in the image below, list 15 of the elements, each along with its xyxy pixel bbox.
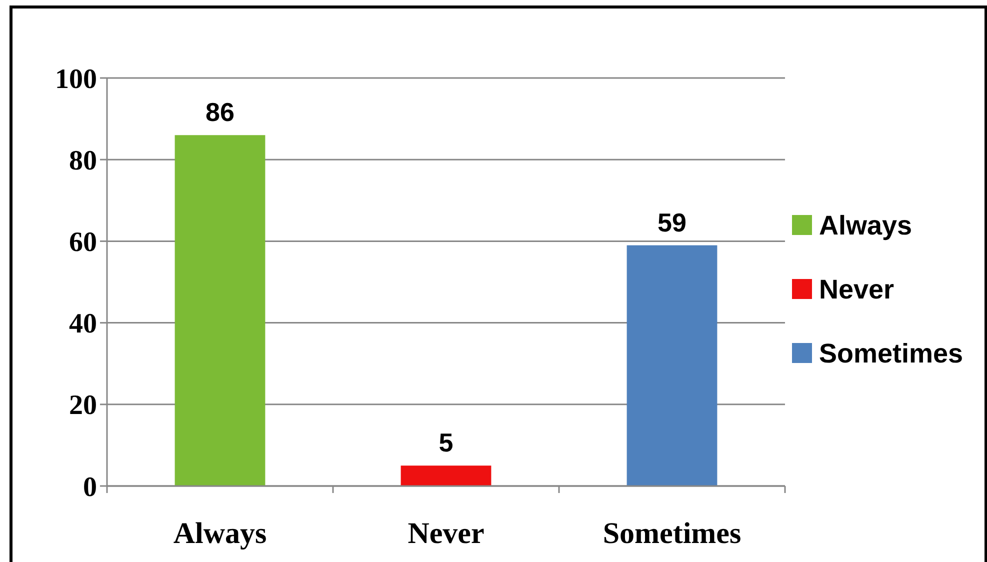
y-tick-label: 60 [69,227,97,258]
y-tick-label: 0 [83,472,97,503]
y-tick-label: 40 [69,308,97,340]
y-tick-label: 100 [55,64,97,95]
y-tick-label: 20 [69,390,97,422]
y-tick-label: 80 [69,145,97,176]
x-tick-label: Sometimes [602,517,742,550]
legend-label: Always [819,210,912,240]
data-label: 86 [206,97,234,128]
x-tick-label: Never [408,517,484,550]
data-label: 5 [438,428,454,458]
legend-label: Never [819,274,895,304]
x-tick-label: Always [173,517,267,550]
legend-label: Sometimes [819,338,964,368]
data-label: 59 [658,207,686,238]
